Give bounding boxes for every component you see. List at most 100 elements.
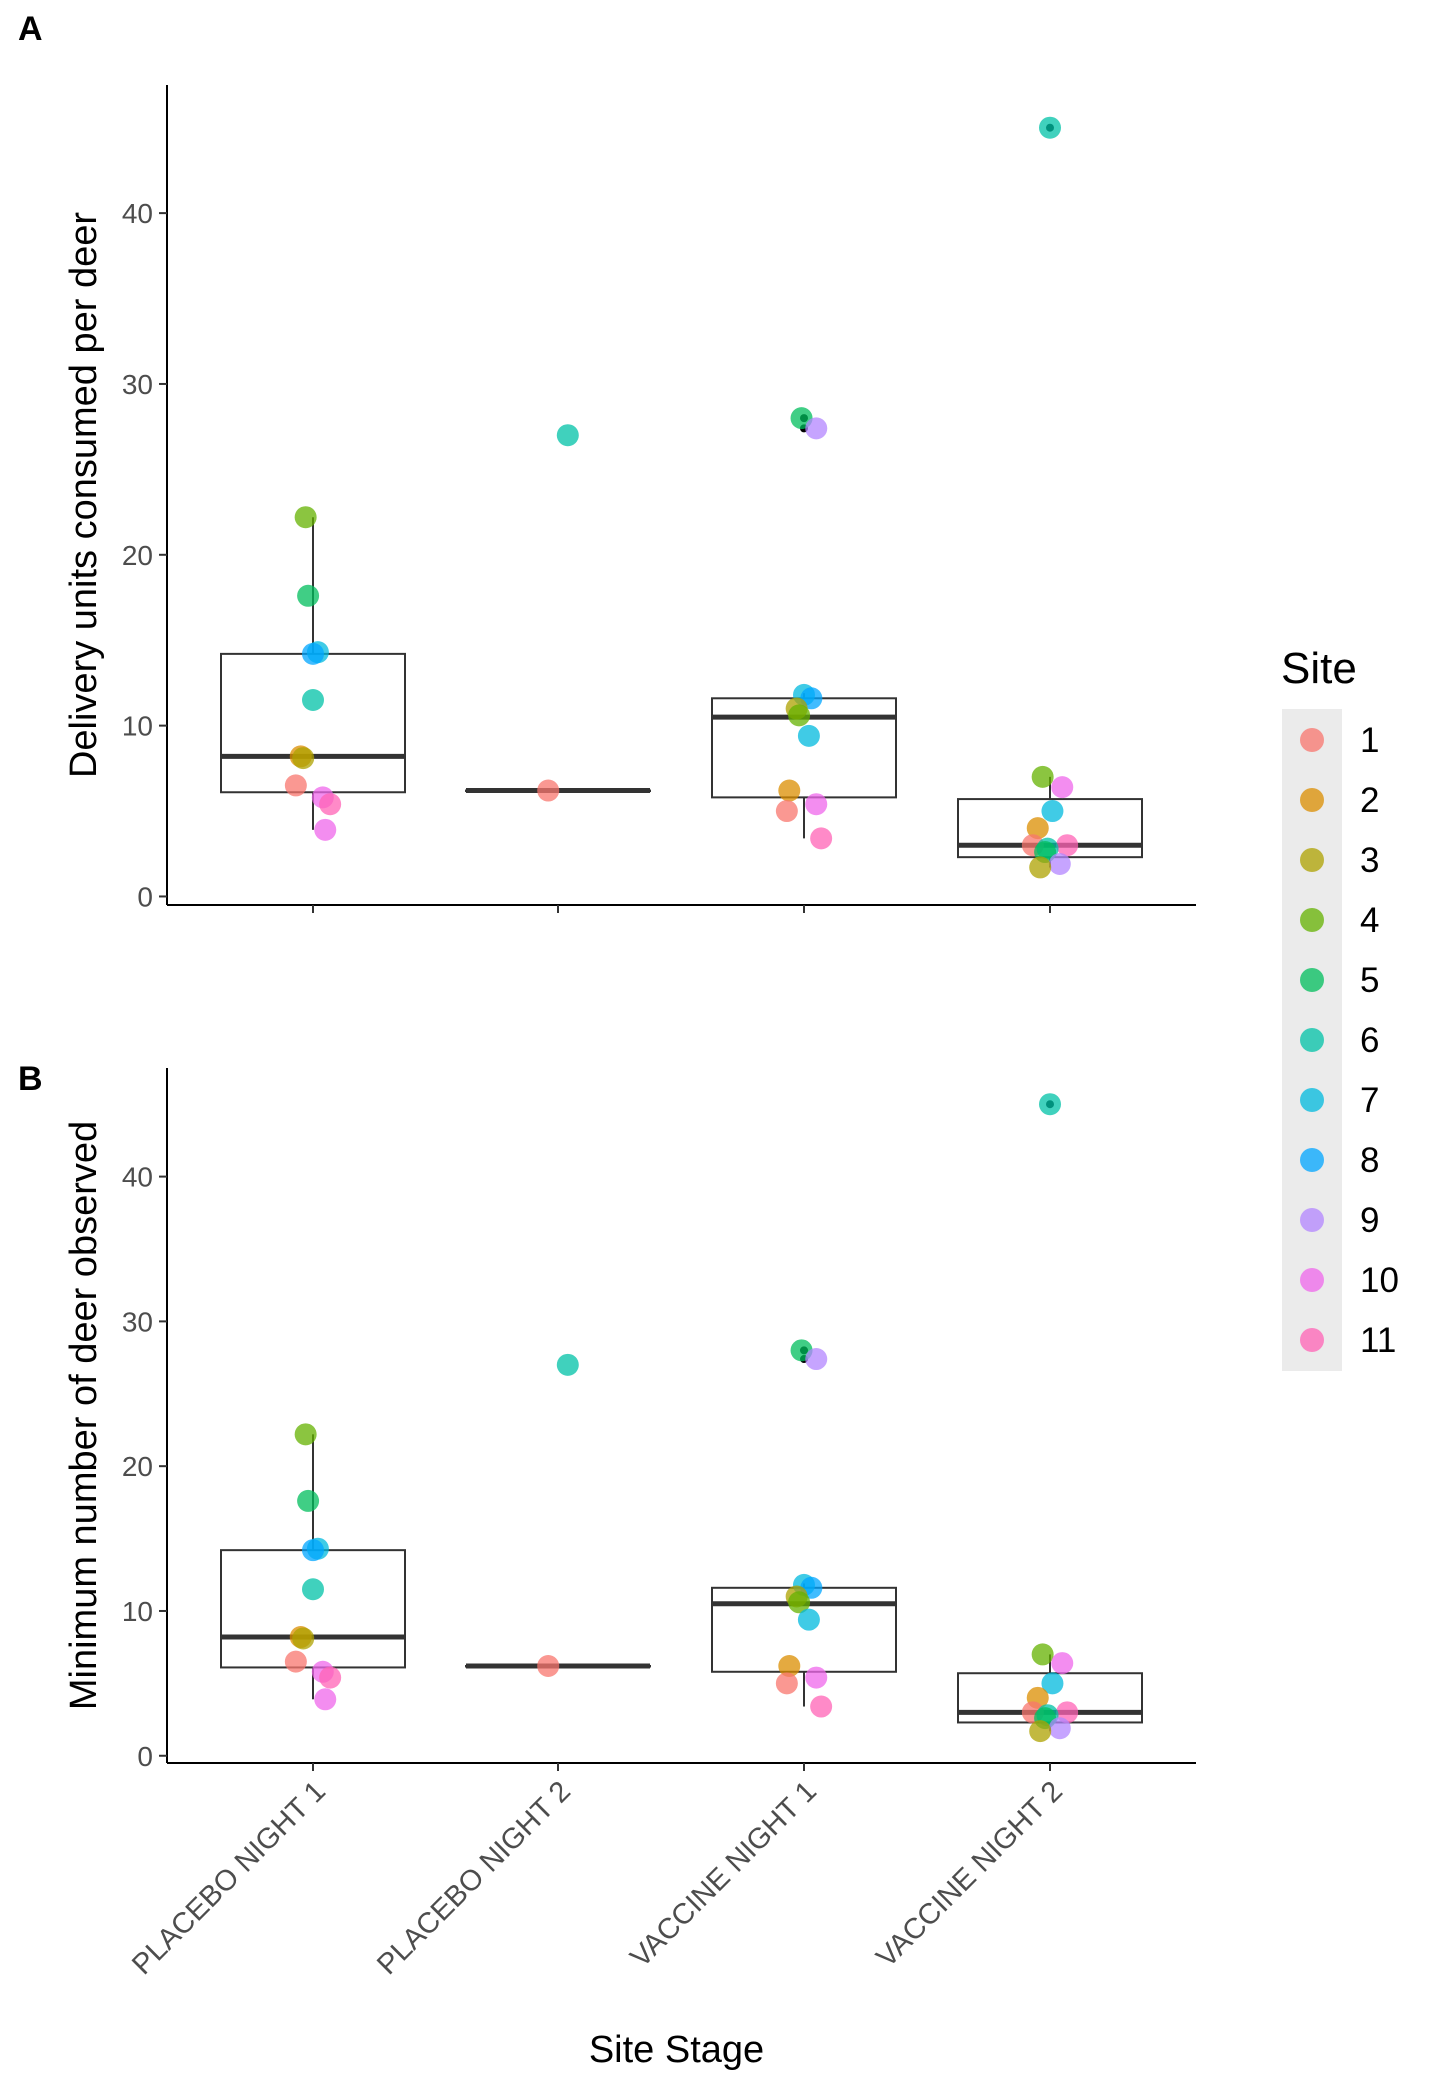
legend-item-6: 6 [1300, 1021, 1379, 1060]
legend-swatch [1300, 908, 1324, 932]
box [220, 1549, 406, 1669]
x-tick-label: PLACEBO NIGHT 2 [371, 1775, 577, 1981]
data-point-site-10 [805, 1666, 828, 1689]
y-axis-title: Delivery units consumed per deer [63, 212, 105, 778]
data-point-site-4 [788, 704, 811, 727]
data-point-site-4 [1031, 1643, 1054, 1666]
data-point-site-1 [775, 1672, 798, 1695]
panel-label: A [18, 10, 43, 48]
legend-item-8: 8 [1300, 1141, 1379, 1180]
boxplot-3 [957, 123, 1143, 868]
legend-label: 9 [1360, 1201, 1379, 1240]
legend-swatch [1300, 1088, 1324, 1112]
legend-item-9: 9 [1300, 1201, 1379, 1240]
legend-swatch [1300, 1328, 1324, 1352]
data-point-site-7 [797, 724, 820, 747]
legend-label: 3 [1360, 841, 1379, 880]
data-point-site-3 [1029, 1720, 1052, 1743]
data-point-site-2 [778, 779, 801, 802]
legend-swatch [1300, 728, 1324, 752]
legend-label: 11 [1360, 1321, 1396, 1360]
boxplot-0 [220, 1434, 406, 1700]
y-tick-label: 10 [122, 711, 153, 742]
data-point-site-3 [292, 747, 315, 770]
legend-label: 6 [1360, 1021, 1379, 1060]
data-point-site-5 [297, 584, 320, 607]
legend-swatch [1300, 848, 1324, 872]
data-point-site-10 [314, 818, 337, 841]
data-point-site-11 [1056, 834, 1079, 857]
y-tick-label: 30 [122, 1306, 153, 1337]
legend-item-4: 4 [1300, 901, 1379, 940]
legend-label: 4 [1360, 901, 1379, 940]
legend-item-11: 11 [1300, 1321, 1396, 1360]
legend-item-10: 10 [1300, 1261, 1399, 1300]
data-point-site-9 [1048, 1717, 1071, 1740]
legend-label: 5 [1360, 961, 1379, 1000]
data-point-site-3 [1029, 856, 1052, 879]
legend-swatch [1300, 1268, 1324, 1292]
data-point-site-11 [319, 1666, 342, 1689]
data-point-site-1 [537, 1654, 560, 1677]
data-point-site-4 [294, 1423, 317, 1446]
data-point-site-7 [797, 1608, 820, 1631]
boxplot-2 [711, 1346, 897, 1707]
data-point-site-8 [302, 1539, 324, 1562]
data-point-site-11 [810, 1695, 833, 1718]
legend-title: Site [1281, 644, 1357, 693]
legend-label: 8 [1360, 1141, 1379, 1180]
data-point-site-2 [778, 1654, 801, 1677]
data-point-site-1 [775, 800, 798, 823]
data-point-site-4 [788, 1591, 811, 1614]
legend: Site 1 2 3 4 5 6 7 8 9 10 11 [1281, 644, 1399, 1371]
y-tick-label: 20 [122, 540, 153, 571]
data-point-site-6 [556, 1353, 579, 1376]
boxplot-2 [711, 414, 897, 839]
legend-item-3: 3 [1300, 841, 1379, 880]
data-point-site-4 [1031, 765, 1054, 788]
data-point-site-1 [284, 774, 307, 797]
x-axis-title: Site Stage [589, 2029, 764, 2071]
panel-a: A 0 10 20 30 40 Delivery units consumed per de… [18, 10, 1196, 913]
y-tick-label: 0 [137, 1741, 153, 1772]
data-point-site-10 [314, 1688, 337, 1711]
data-point-site-4 [294, 506, 317, 529]
data-point-site-7 [1041, 1672, 1064, 1695]
x-tick-label: PLACEBO NIGHT 1 [126, 1775, 332, 1981]
y-axis-title: Minimum number of deer observed [63, 1121, 105, 1710]
legend-item-1: 1 [1300, 721, 1379, 760]
data-point-site-8 [302, 642, 324, 665]
data-point-site-11 [810, 827, 833, 850]
data-point-site-3 [292, 1627, 315, 1650]
legend-swatch [1300, 1208, 1324, 1232]
data-point-site-9 [805, 417, 828, 440]
data-point-site-6 [556, 424, 579, 447]
legend-label: 10 [1360, 1261, 1399, 1300]
data-point-site-6 [302, 689, 324, 711]
data-point-site-5 [297, 1489, 320, 1512]
data-point-site-6 [1039, 116, 1061, 139]
x-tick-label: VACCINE NIGHT 1 [624, 1775, 822, 1973]
data-point-site-10 [1051, 1652, 1074, 1675]
panel-b: B 0 10 20 30 40 Minimum number of deer observe… [18, 1060, 1196, 2071]
data-point-site-6 [1039, 1093, 1061, 1116]
legend-item-7: 7 [1300, 1081, 1379, 1120]
y-tick-label: 10 [122, 1596, 153, 1627]
legend-label: 2 [1360, 781, 1379, 820]
y-tick-label: 40 [122, 1162, 153, 1193]
data-point-site-10 [1051, 776, 1074, 799]
data-point-site-2 [1026, 817, 1049, 840]
data-point-site-9 [805, 1348, 828, 1371]
data-point-site-9 [1048, 853, 1071, 875]
y-tick-label: 30 [122, 369, 153, 400]
y-tick-label: 0 [137, 881, 153, 912]
legend-item-2: 2 [1300, 781, 1379, 820]
box [220, 652, 406, 794]
data-point-site-1 [284, 1650, 307, 1673]
data-point-site-10 [805, 793, 828, 816]
y-tick-label: 40 [122, 198, 153, 229]
data-point-site-6 [302, 1578, 324, 1601]
data-point-site-11 [319, 793, 342, 816]
legend-swatch [1300, 788, 1324, 812]
